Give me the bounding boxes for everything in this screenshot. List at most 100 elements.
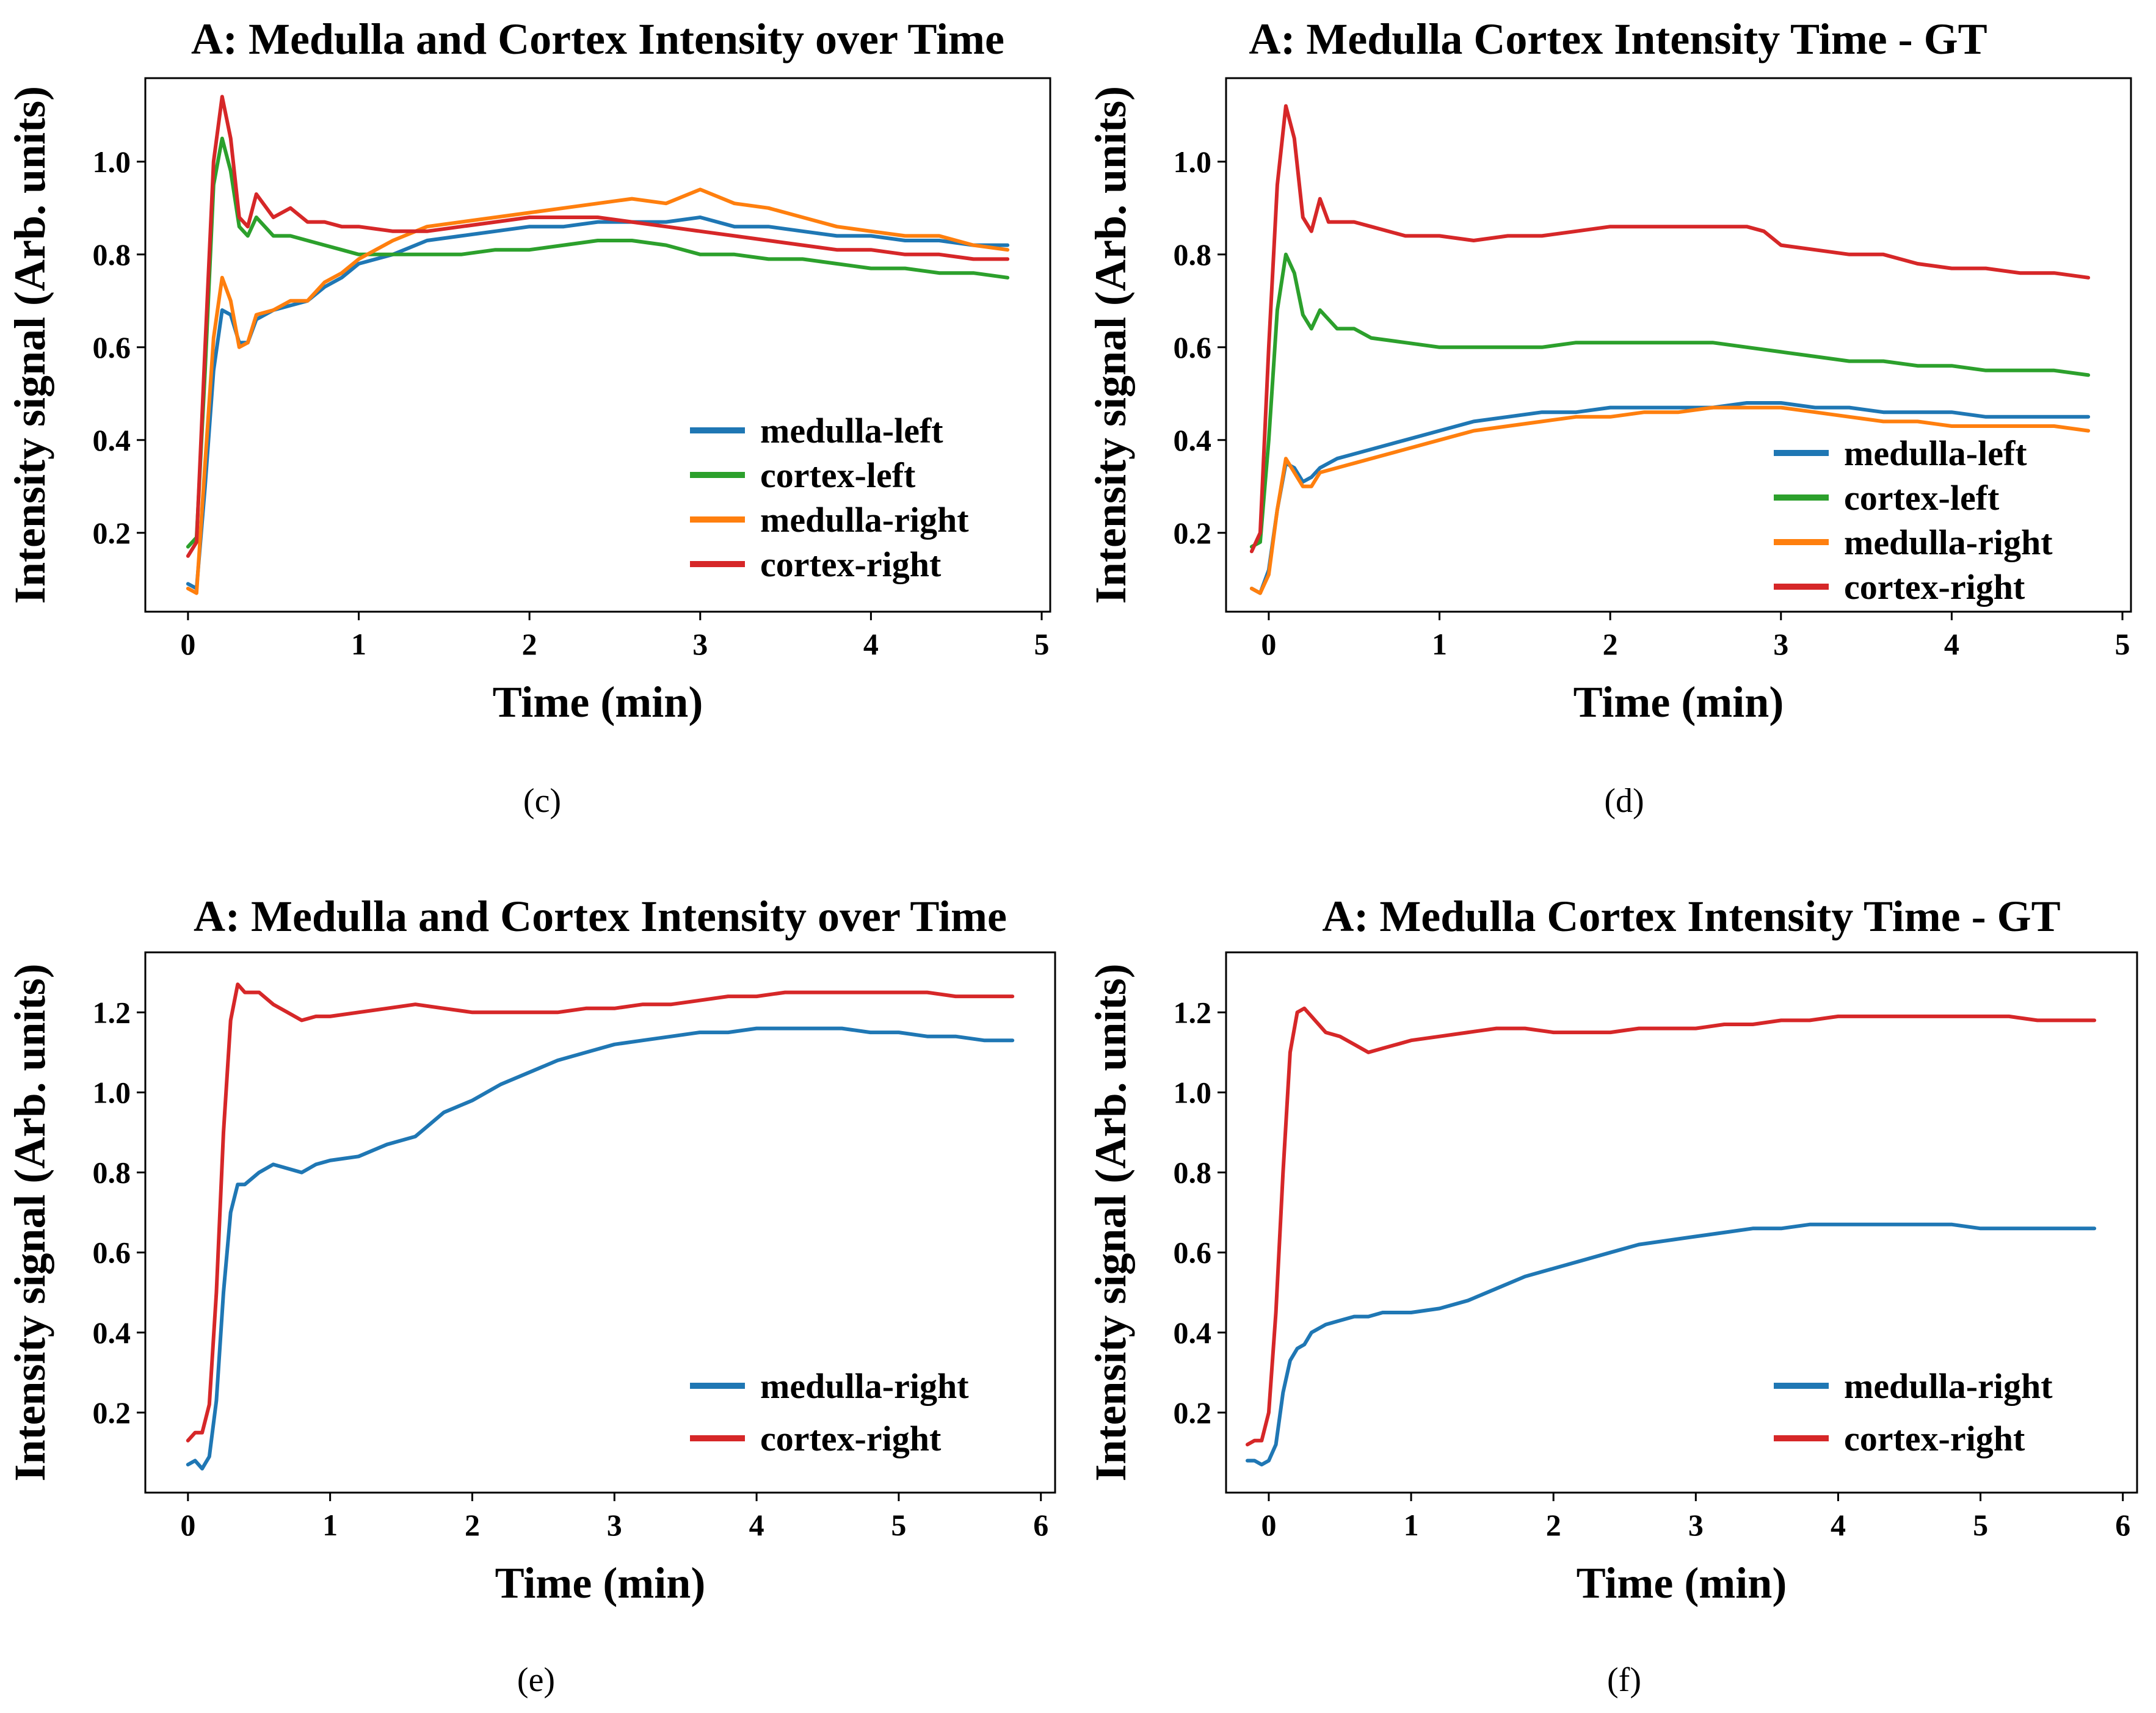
y-tick-label: 0.4 xyxy=(1174,423,1212,457)
series-line-cortex-left xyxy=(1249,252,2091,549)
chart-title: A: Medulla and Cortex Intensity over Tim… xyxy=(191,15,1004,63)
x-tick-label: 5 xyxy=(2115,627,2130,661)
x-axis-label: Time (min) xyxy=(1577,1559,1787,1607)
plot-frame xyxy=(144,951,1056,1494)
y-tick-label: 0.2 xyxy=(1174,516,1212,550)
x-axis-label: Time (min) xyxy=(1573,678,1784,726)
x-tick-label: 5 xyxy=(891,1508,906,1542)
x-tick-label: 6 xyxy=(2115,1508,2130,1542)
legend: medulla-right cortex-right xyxy=(1774,1366,2053,1458)
y-tick-label: 0.8 xyxy=(93,237,131,272)
series-line-medulla-right xyxy=(186,1026,1015,1471)
series-line-medulla-right xyxy=(1249,405,2091,595)
y-axis-label: Intensity signal (Arb. units) xyxy=(1086,86,1135,604)
chart-panel-e: A: Medulla and Cortex Intensity over Tim… xyxy=(5,892,1056,1699)
y-tick-label: 0.6 xyxy=(1174,330,1212,364)
y-tick-label: 1.2 xyxy=(93,995,131,1029)
legend: medulla-right cortex-right xyxy=(690,1366,969,1458)
x-tick-label: 4 xyxy=(1944,627,1959,661)
legend-label: medulla-right xyxy=(1844,1366,2053,1406)
series-line-cortex-left xyxy=(186,136,1010,549)
y-axis-label: Intensity signal (Arb. units) xyxy=(5,963,54,1481)
y-axis-label: Intensity signal (Arb. units) xyxy=(5,86,54,604)
x-tick-label: 1 xyxy=(1432,627,1447,661)
y-tick-label: 0.8 xyxy=(1174,237,1212,272)
series-line-cortex-right xyxy=(1249,104,2091,554)
y-tick-label: 1.0 xyxy=(93,1075,131,1109)
y-tick-label: 0.6 xyxy=(93,330,131,364)
x-tick-label: 2 xyxy=(465,1508,480,1542)
chart-panel-f: A: Medulla Cortex Intensity Time - GT 0 1 2… xyxy=(1086,892,2138,1699)
series-line-cortex-right xyxy=(186,95,1010,558)
chart-title: A: Medulla Cortex Intensity Time - GT xyxy=(1322,892,2060,941)
chart-panel-c: A: Medulla and Cortex Intensity over Tim… xyxy=(5,15,1051,820)
legend-label: cortex-left xyxy=(1844,478,2000,518)
y-tick-label: 0.4 xyxy=(93,423,131,457)
chart-panel-d: A: Medulla Cortex Intensity Time - GT 0 1 2… xyxy=(1086,15,2132,820)
x-tick-label: 3 xyxy=(692,627,708,661)
y-tick-label: 0.8 xyxy=(1174,1156,1212,1190)
y-tick-label: 0.2 xyxy=(1174,1396,1212,1430)
legend-label: medulla-right xyxy=(760,1366,969,1406)
y-tick-label: 0.8 xyxy=(93,1156,131,1190)
y-tick-label: 1.0 xyxy=(93,145,131,179)
series-line-medulla-right xyxy=(1246,1222,2097,1467)
x-tick-label: 1 xyxy=(322,1508,338,1542)
legend-label: cortex-left xyxy=(760,455,916,495)
plot-frame xyxy=(144,77,1051,613)
x-tick-label: 1 xyxy=(1404,1508,1419,1542)
panel-caption: (e) xyxy=(517,1661,555,1699)
x-tick-label: 1 xyxy=(351,627,366,661)
y-tick-label: 0.2 xyxy=(93,516,131,550)
panel-caption: (f) xyxy=(1607,1661,1641,1699)
y-tick-label: 1.0 xyxy=(1174,1075,1212,1109)
x-tick-label: 4 xyxy=(863,627,879,661)
x-tick-label: 6 xyxy=(1033,1508,1048,1542)
x-tick-label: 3 xyxy=(607,1508,622,1542)
x-tick-label: 2 xyxy=(1546,1508,1561,1542)
x-tick-label: 3 xyxy=(1773,627,1788,661)
series-line-medulla-left xyxy=(1249,401,2091,595)
y-tick-label: 0.6 xyxy=(1174,1236,1212,1270)
legend-label: medulla-left xyxy=(760,411,943,451)
legend-label: cortex-right xyxy=(760,1419,942,1458)
x-tick-label: 0 xyxy=(180,1508,195,1542)
panel-caption: (c) xyxy=(523,782,561,820)
legend: medulla-left cortex-left medulla-right cort… xyxy=(1774,433,2053,607)
legend-label: medulla-left xyxy=(1844,433,2027,473)
legend-label: cortex-right xyxy=(1844,567,2025,607)
y-tick-label: 0.2 xyxy=(93,1396,131,1430)
x-tick-label: 0 xyxy=(1261,1508,1276,1542)
series-line-medulla-right xyxy=(186,187,1010,595)
y-tick-label: 0.4 xyxy=(93,1316,131,1350)
y-tick-label: 0.6 xyxy=(93,1236,131,1270)
chart-title: A: Medulla and Cortex Intensity over Tim… xyxy=(194,892,1007,941)
x-tick-label: 4 xyxy=(1831,1508,1846,1542)
y-axis-label: Intensity signal (Arb. units) xyxy=(1086,963,1135,1481)
x-tick-label: 3 xyxy=(1688,1508,1704,1542)
legend-label: cortex-right xyxy=(760,545,942,584)
x-tick-label: 2 xyxy=(1603,627,1618,661)
panel-caption: (d) xyxy=(1604,782,1644,820)
x-tick-label: 0 xyxy=(1261,627,1276,661)
x-axis-label: Time (min) xyxy=(493,678,703,726)
legend-label: medulla-right xyxy=(1844,523,2053,562)
x-axis-label: Time (min) xyxy=(495,1559,706,1607)
x-tick-label: 5 xyxy=(1034,627,1050,661)
chart-title: A: Medulla Cortex Intensity Time - GT xyxy=(1249,15,1987,63)
x-tick-label: 4 xyxy=(749,1508,764,1542)
plot-frame xyxy=(1225,77,2132,613)
legend-label: medulla-right xyxy=(760,500,969,540)
y-tick-label: 0.4 xyxy=(1174,1316,1212,1350)
x-tick-label: 2 xyxy=(522,627,537,661)
y-tick-label: 1.2 xyxy=(1174,995,1212,1029)
series-line-cortex-right xyxy=(1246,1006,2097,1447)
y-tick-label: 1.0 xyxy=(1174,145,1212,179)
x-tick-label: 5 xyxy=(1973,1508,1988,1542)
legend-label: cortex-right xyxy=(1844,1419,2025,1458)
plot-frame xyxy=(1225,951,2138,1494)
series-line-cortex-right xyxy=(186,982,1015,1443)
x-tick-label: 0 xyxy=(180,627,195,661)
